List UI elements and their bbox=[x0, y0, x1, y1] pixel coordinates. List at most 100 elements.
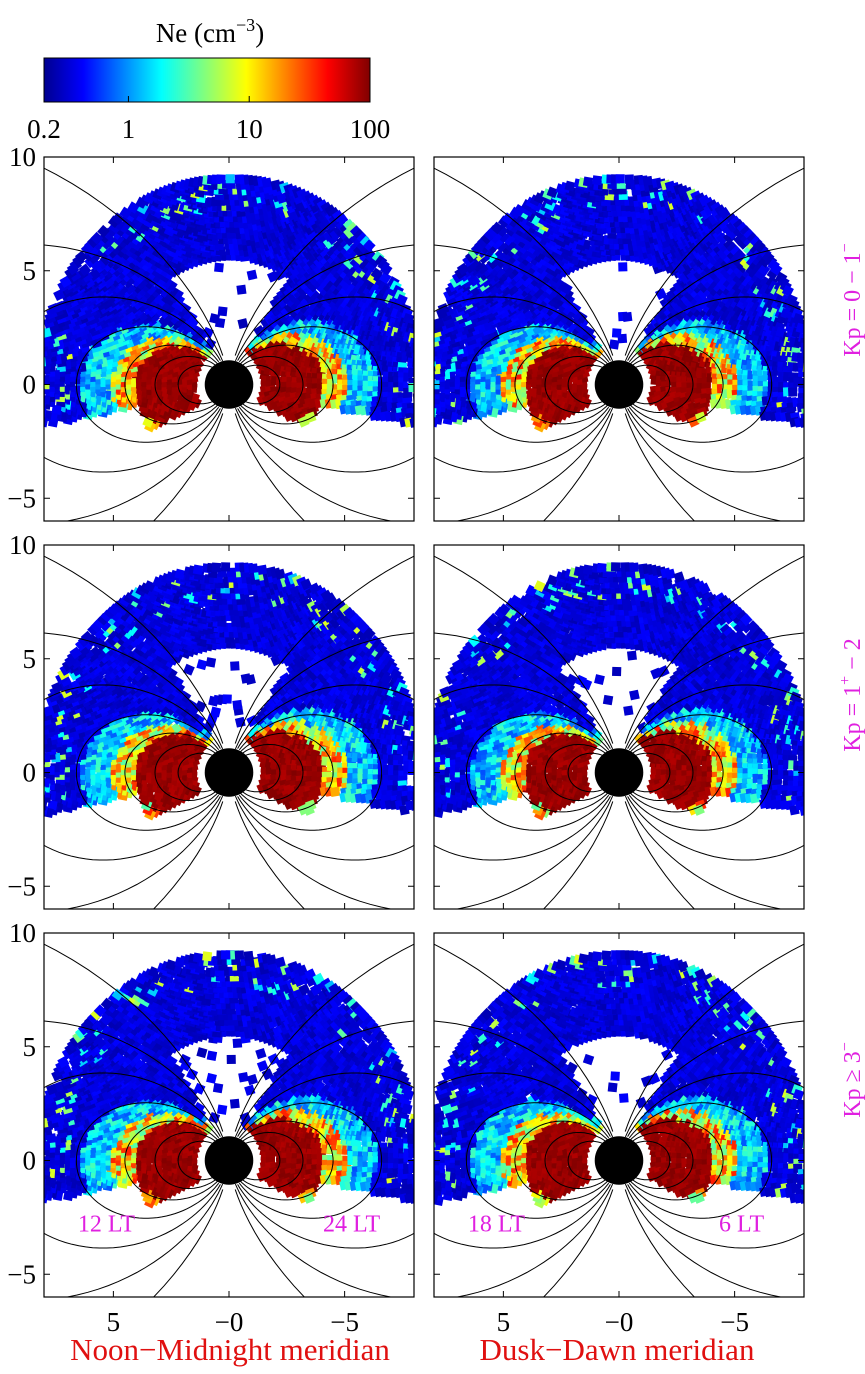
density-cell bbox=[409, 417, 414, 428]
field-lines bbox=[44, 167, 414, 521]
field-line bbox=[154, 356, 216, 413]
density-cell bbox=[434, 416, 439, 428]
density-cell bbox=[335, 212, 349, 226]
colorbar-ticks: 0.2 1 10 100 bbox=[27, 96, 390, 144]
density-cell bbox=[216, 174, 226, 184]
field-line bbox=[624, 167, 804, 521]
field-line bbox=[514, 344, 609, 425]
density-cell bbox=[434, 382, 435, 392]
field-line bbox=[245, 364, 281, 405]
density-cell bbox=[800, 342, 804, 354]
field-line bbox=[434, 296, 611, 473]
density-cell bbox=[615, 174, 625, 184]
density-cell bbox=[217, 306, 228, 317]
density-cell bbox=[434, 372, 435, 382]
density-cell bbox=[413, 383, 414, 393]
field-line bbox=[434, 167, 614, 521]
density-cell bbox=[304, 411, 317, 424]
density-cell bbox=[204, 337, 217, 351]
field-line bbox=[434, 244, 614, 521]
y-tick-label: −5 bbox=[7, 483, 36, 513]
y-tick-label: 5 bbox=[23, 256, 37, 286]
density-cell bbox=[261, 177, 273, 189]
colorbar bbox=[43, 57, 371, 103]
field-line bbox=[635, 364, 671, 405]
density-cell bbox=[90, 231, 104, 245]
density-cell bbox=[51, 404, 62, 415]
density-cell bbox=[564, 180, 576, 192]
density-cell bbox=[694, 411, 707, 424]
density-cell bbox=[225, 174, 235, 184]
density-cell bbox=[395, 294, 408, 306]
field-line bbox=[75, 326, 220, 443]
earth bbox=[204, 360, 254, 409]
field-line bbox=[544, 356, 606, 413]
density-cell bbox=[380, 263, 393, 276]
density-cell bbox=[800, 347, 804, 358]
density-cell bbox=[803, 373, 804, 383]
density-cell bbox=[434, 387, 435, 397]
colorbar-tick-label: 1 bbox=[122, 114, 136, 144]
density-cell bbox=[618, 262, 628, 272]
density-cell bbox=[362, 239, 376, 253]
density-cell bbox=[53, 289, 66, 302]
density-cell bbox=[642, 175, 653, 187]
density-cell bbox=[74, 250, 88, 264]
density-cell bbox=[44, 377, 45, 387]
field-lines bbox=[434, 167, 804, 521]
density-cell bbox=[592, 175, 603, 186]
density-cell bbox=[787, 387, 798, 397]
colorbar-tick-label: 0.2 bbox=[27, 114, 61, 144]
colorbar-tick-label: 100 bbox=[350, 114, 391, 144]
density-cell bbox=[44, 416, 49, 428]
density-cell bbox=[434, 377, 435, 387]
density-cell bbox=[757, 263, 771, 277]
density-cell bbox=[582, 176, 594, 187]
density-cell bbox=[434, 407, 437, 418]
y-tick-label: 0 bbox=[23, 370, 37, 400]
density-cell bbox=[210, 706, 222, 718]
field-line bbox=[238, 326, 383, 443]
density-cell bbox=[379, 271, 392, 285]
field-line bbox=[239, 344, 334, 425]
density-cell bbox=[232, 699, 243, 710]
field-line bbox=[124, 344, 219, 425]
density-cells bbox=[434, 174, 804, 433]
density-cell bbox=[798, 367, 804, 378]
field-line bbox=[44, 167, 224, 521]
density-cells bbox=[44, 174, 414, 433]
density-cell bbox=[622, 311, 633, 322]
field-line bbox=[177, 364, 213, 405]
density-cell bbox=[501, 212, 515, 225]
field-line bbox=[629, 344, 724, 425]
density-cell bbox=[44, 382, 45, 392]
density-cell bbox=[78, 263, 92, 277]
density-cell bbox=[222, 694, 232, 704]
density-cell bbox=[609, 339, 620, 350]
density-cell bbox=[408, 367, 414, 378]
density-cell bbox=[111, 212, 125, 225]
field-line bbox=[628, 326, 773, 443]
field-line bbox=[44, 244, 224, 521]
density-cell bbox=[142, 416, 155, 428]
field-line bbox=[465, 326, 610, 443]
density-cell bbox=[44, 375, 50, 385]
density-cell bbox=[410, 342, 414, 354]
field-line bbox=[627, 296, 804, 473]
field-line bbox=[237, 296, 414, 473]
density-cell bbox=[202, 326, 214, 339]
density-cell bbox=[236, 284, 247, 295]
density-cell bbox=[44, 387, 45, 397]
density-cell bbox=[611, 328, 622, 338]
density-cell bbox=[237, 318, 249, 330]
density-cell bbox=[456, 262, 470, 276]
density-cell bbox=[781, 284, 794, 298]
field-line bbox=[234, 167, 414, 521]
density-cell bbox=[413, 378, 414, 388]
field-line bbox=[567, 364, 603, 405]
density-cell bbox=[276, 192, 288, 204]
density-cell bbox=[44, 327, 52, 339]
field-line bbox=[234, 244, 414, 521]
